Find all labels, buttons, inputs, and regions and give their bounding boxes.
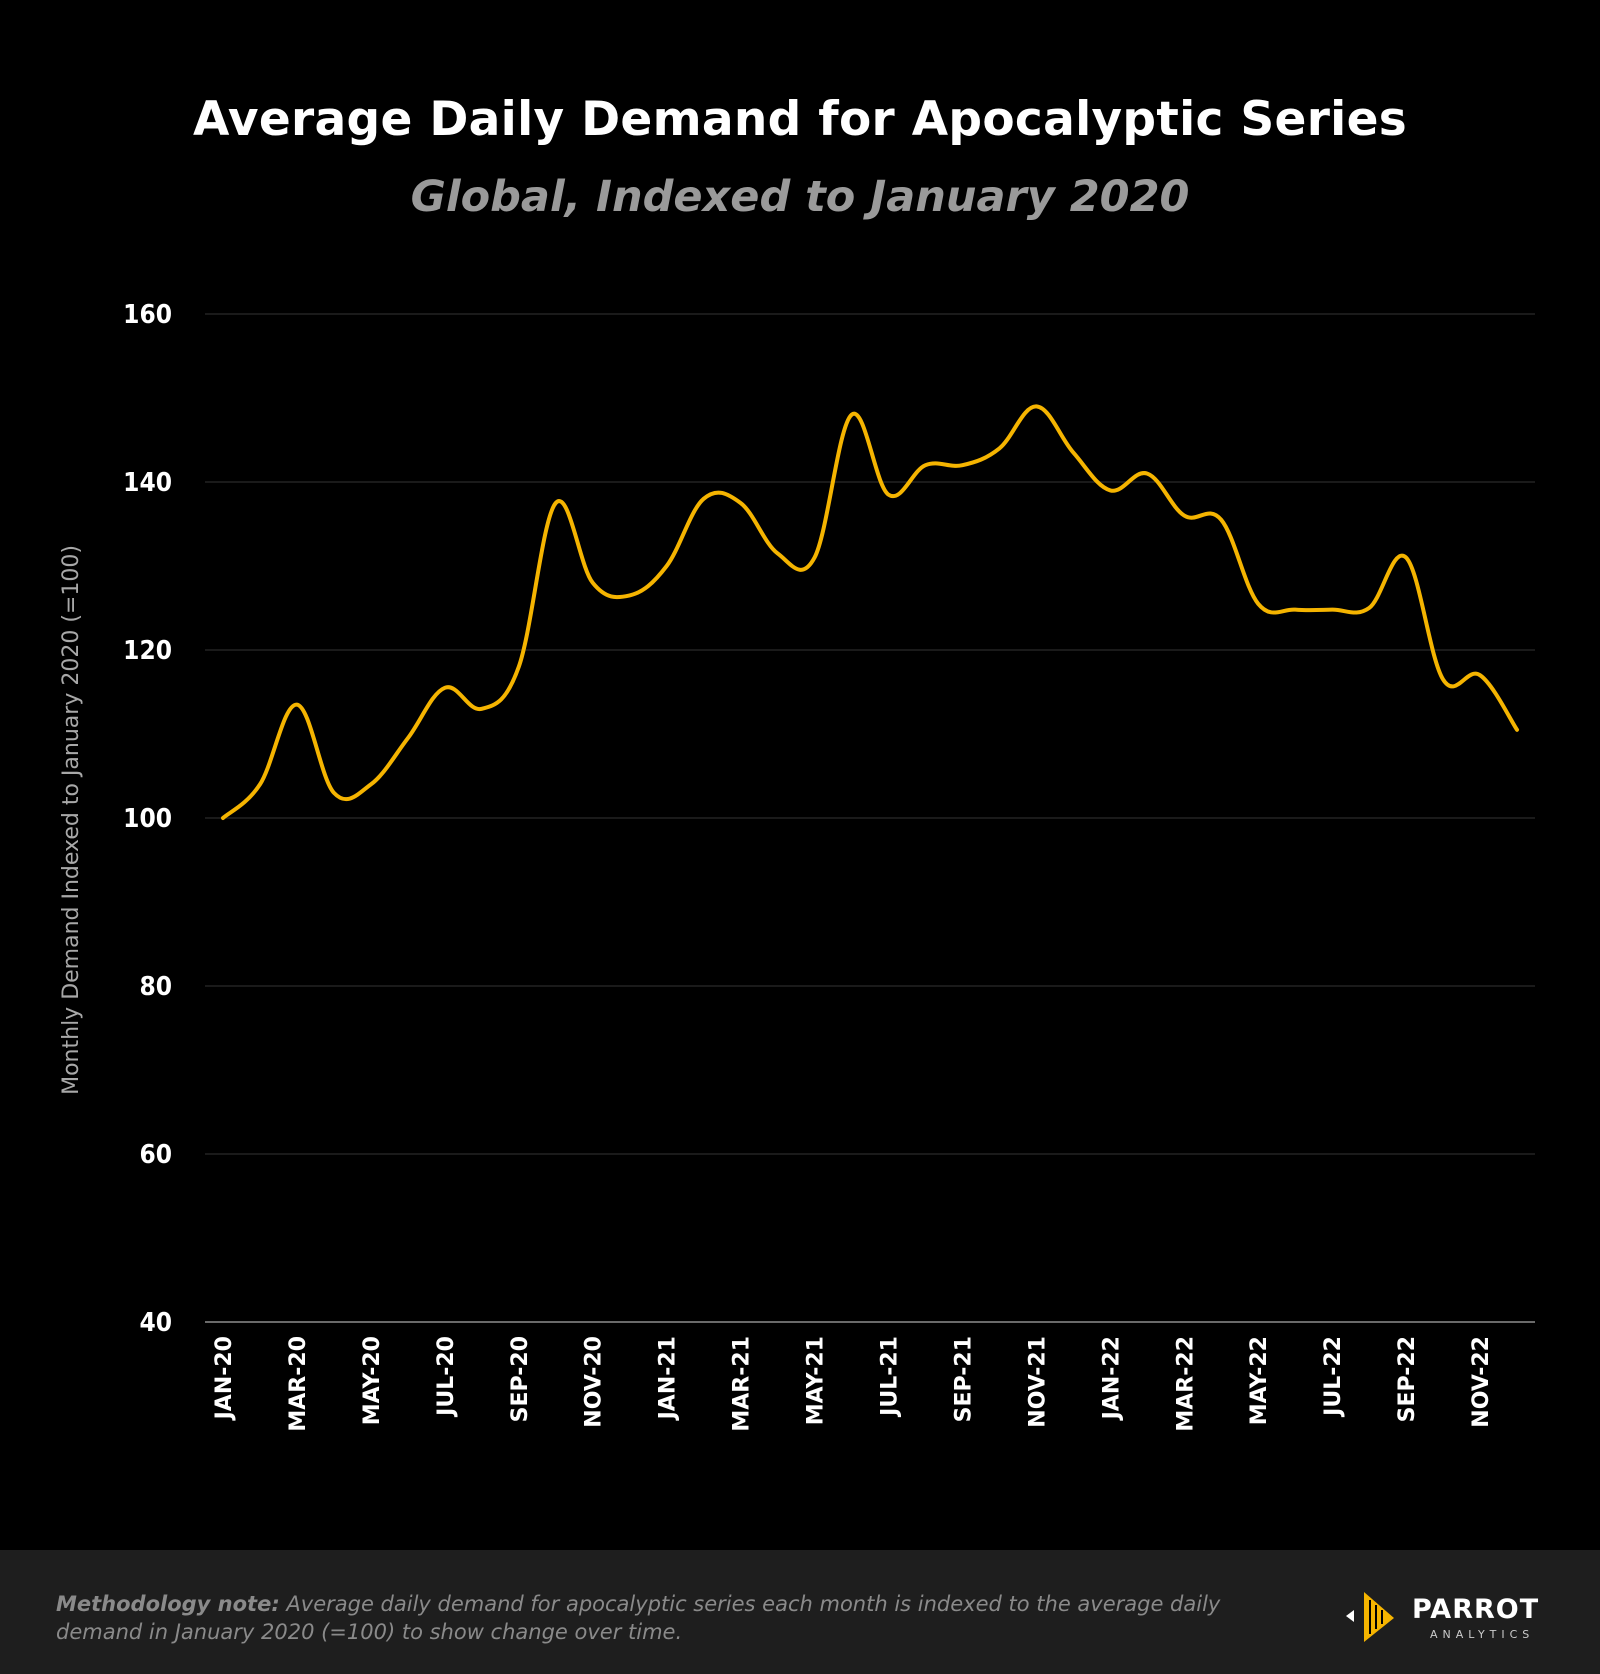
y-tick-label: 60 — [139, 1140, 172, 1170]
x-tick-label: JUL-21 — [877, 1336, 902, 1418]
x-tick-label: JUL-20 — [434, 1336, 459, 1418]
x-tick-label: SEP-20 — [508, 1336, 533, 1422]
x-tick-label: NOV-20 — [582, 1336, 607, 1428]
x-tick-label: MAY-22 — [1247, 1336, 1272, 1425]
y-axis-ticks: 40 60 80 100 120 140 160 — [123, 300, 172, 1338]
y-tick-label: 120 — [123, 636, 172, 666]
y-axis-label: Monthly Demand Indexed to January 2020 (… — [59, 545, 84, 1095]
footer: Methodology note: Average daily demand f… — [0, 1550, 1600, 1674]
x-tick-label: JAN-22 — [1099, 1336, 1124, 1421]
parrot-analytics-logo: PARROT ANALYTICS — [1340, 1588, 1560, 1644]
y-tick-label: 40 — [139, 1308, 172, 1338]
x-tick-label: SEP-21 — [951, 1336, 976, 1422]
parrot-logo-icon — [1346, 1592, 1394, 1642]
x-tick-label: MAR-20 — [286, 1336, 311, 1432]
x-tick-label: NOV-22 — [1469, 1336, 1494, 1428]
y-tick-label: 160 — [123, 300, 172, 330]
x-axis-ticks: JAN-20 MAR-20 MAY-20 JUL-20 SEP-20 NOV-20 JAN-… — [212, 1336, 1494, 1432]
x-tick-label: JUL-22 — [1321, 1336, 1346, 1418]
x-tick-label: MAY-20 — [360, 1336, 385, 1425]
y-tick-label: 80 — [139, 972, 172, 1002]
y-tick-label: 140 — [123, 468, 172, 498]
x-tick-label: SEP-22 — [1395, 1336, 1420, 1422]
series-line — [221, 404, 1519, 820]
x-tick-label: MAY-21 — [804, 1336, 829, 1425]
logo-wordmark: PARROT — [1412, 1594, 1540, 1625]
grid-lines — [205, 313, 1535, 1323]
y-tick-label: 100 — [123, 804, 172, 834]
x-tick-label: NOV-21 — [1025, 1336, 1050, 1428]
x-tick-label: MAR-22 — [1173, 1336, 1198, 1432]
series-lines — [221, 404, 1519, 820]
chart-title: Average Daily Demand for Apocalyptic Ser… — [192, 92, 1408, 147]
methodology-note-label: Methodology note: — [56, 1592, 280, 1616]
x-tick-label: JAN-20 — [212, 1336, 237, 1421]
x-tick-label: JAN-21 — [656, 1336, 681, 1421]
x-tick-label: MAR-21 — [730, 1336, 755, 1432]
logo-subtitle: ANALYTICS — [1430, 1628, 1535, 1641]
methodology-note-text: Average daily demand for apocalyptic ser… — [56, 1592, 1221, 1644]
methodology-note: Methodology note: Average daily demand f… — [56, 1590, 1286, 1646]
line-chart: 40 60 80 100 120 140 160 JAN-20 MAR-20 MAY-20 JUL… — [59, 300, 1535, 1432]
chart-subtitle: Global, Indexed to January 2020 — [410, 172, 1190, 222]
